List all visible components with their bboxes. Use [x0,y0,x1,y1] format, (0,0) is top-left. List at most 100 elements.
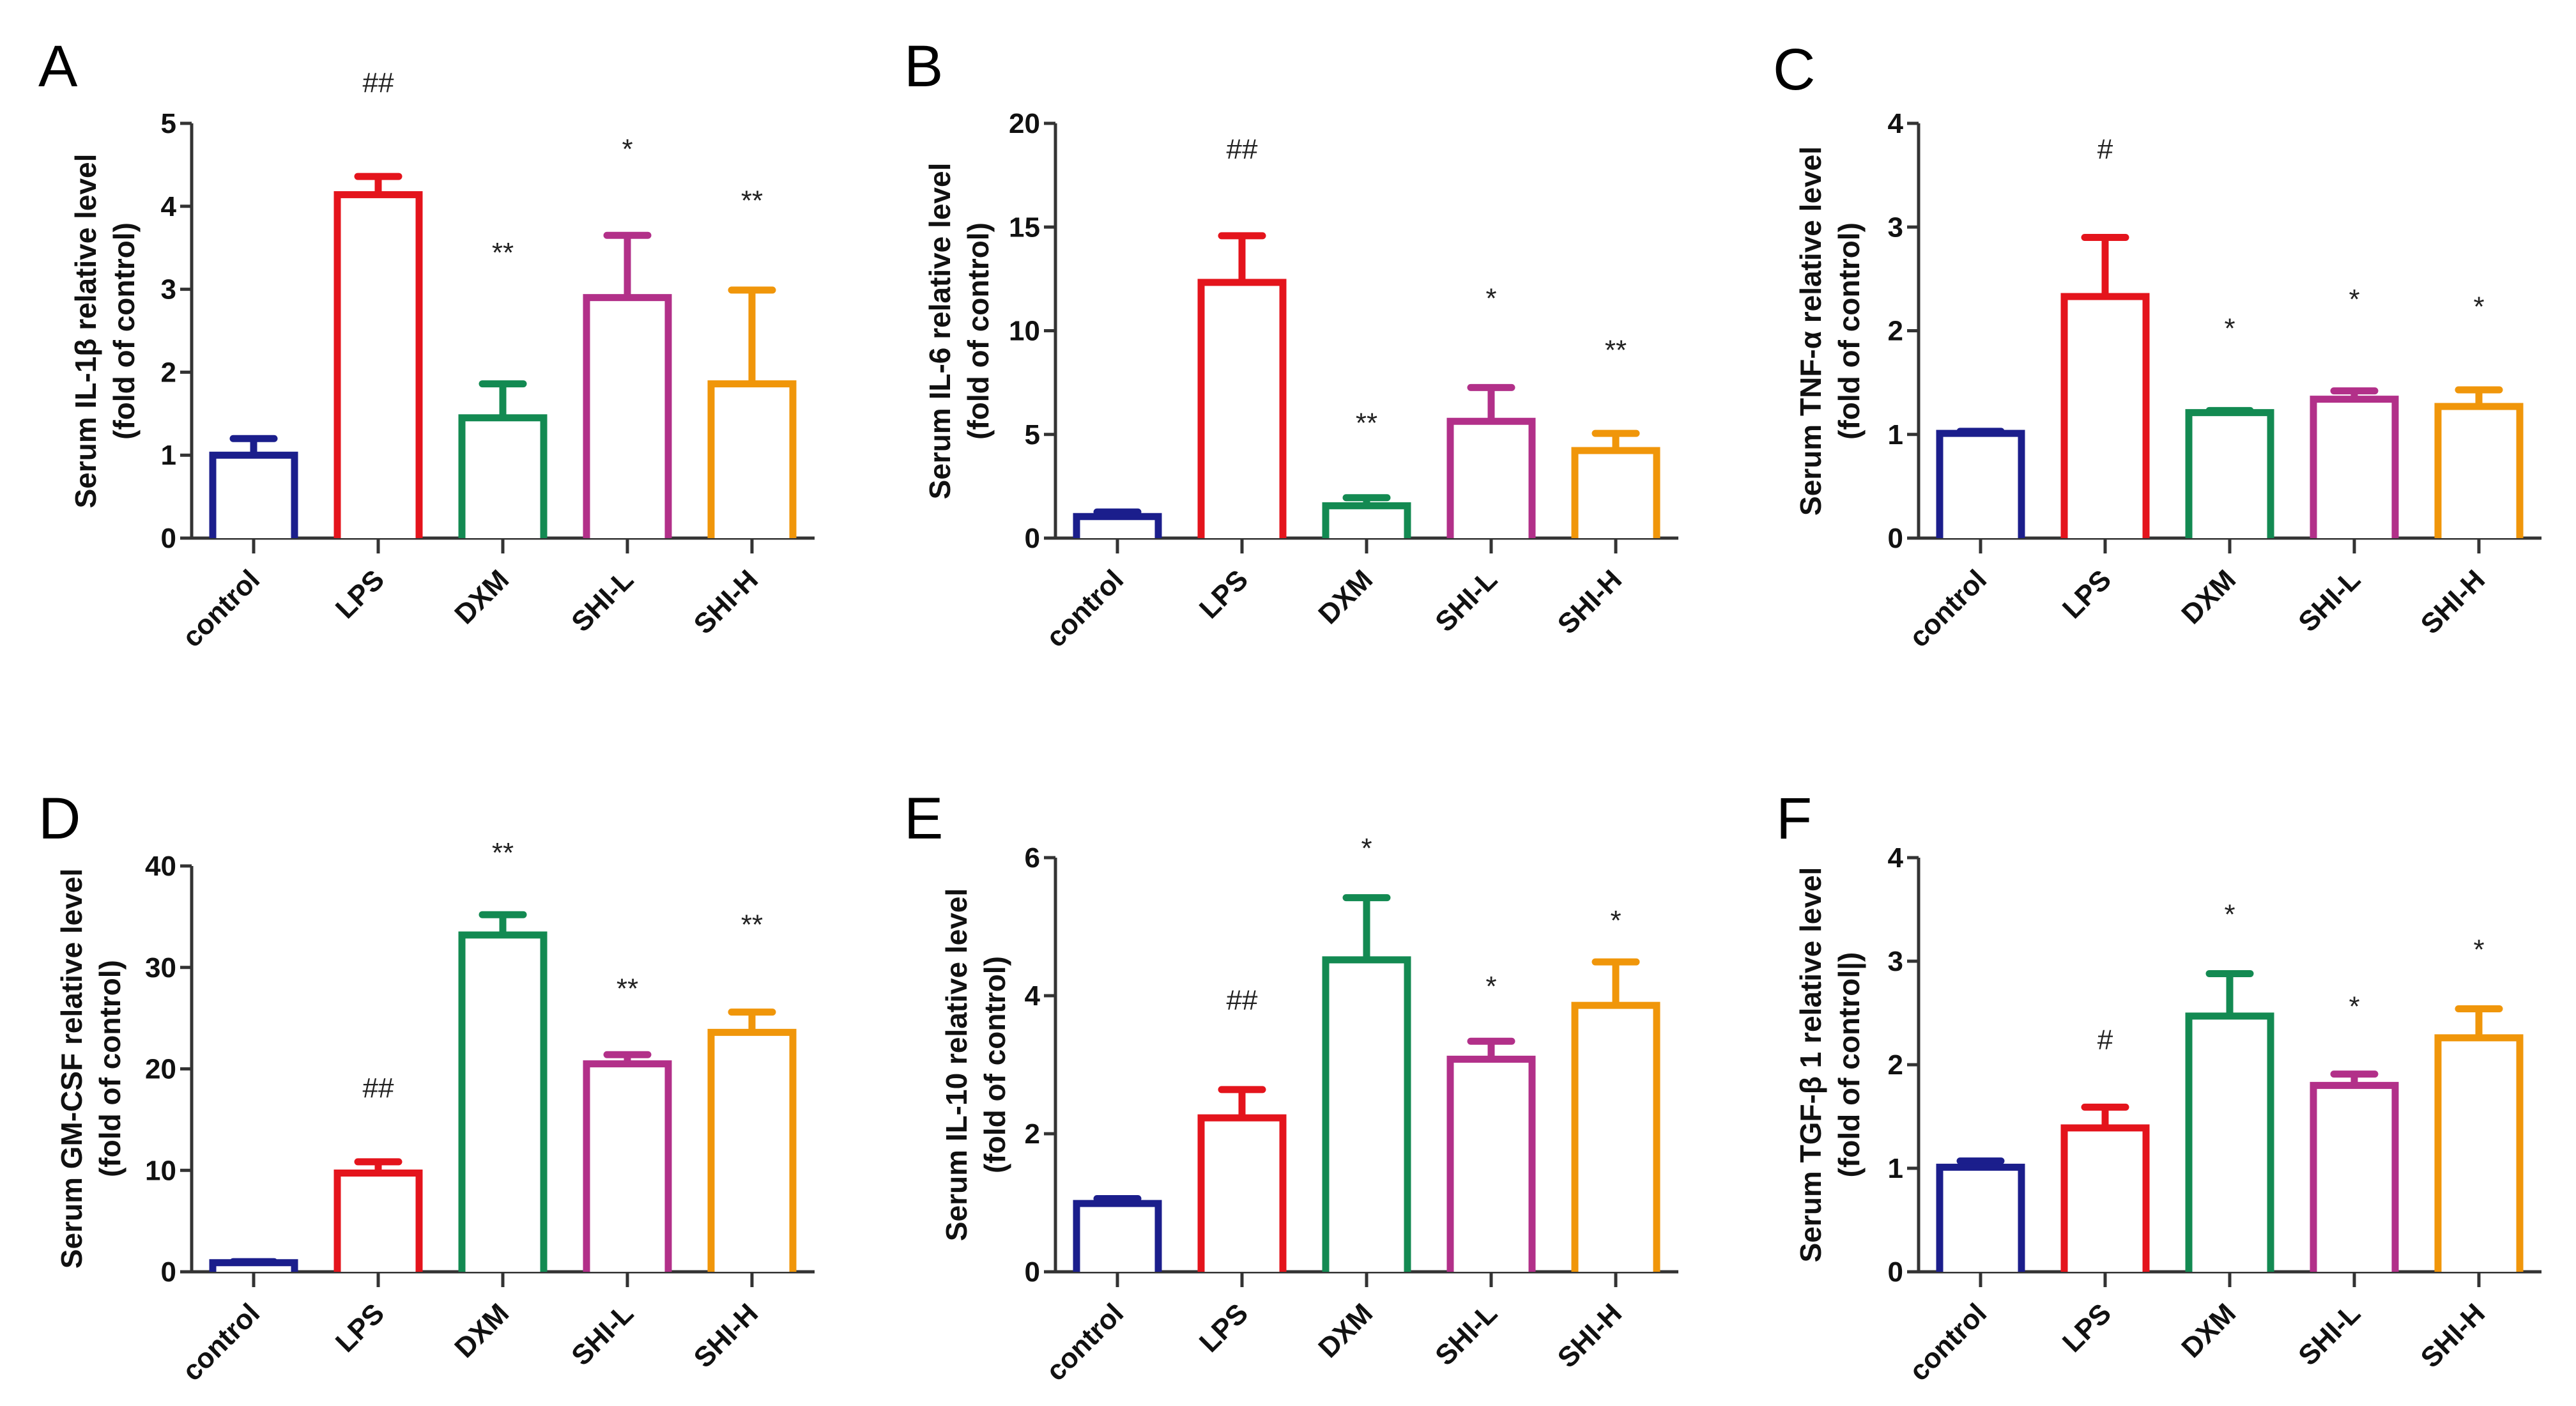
bar-lps [1197,279,1287,538]
y-tick-label: 1 [1888,419,1903,451]
bar-shi-h [1571,447,1660,538]
significance-marker: ## [1227,134,1258,165]
significance-marker: ** [1605,335,1627,366]
x-tick-label: SHI-L [565,564,640,638]
y-axis-label-line2: (fold of control) [978,956,1011,1173]
bar-control [209,451,298,538]
y-axis-label-line2: (fold of control) [93,960,126,1177]
bar-shi-l [583,1060,672,1272]
x-tick-label: LPS [2057,1297,2117,1358]
bar-dxm [2185,1012,2274,1272]
x-tick-label: control [1903,564,1993,653]
significance-marker: ** [617,973,638,1005]
significance-marker: ** [741,909,763,940]
y-axis-label-line1: Serum GM-CSF relative level [55,869,88,1269]
significance-marker: * [2349,284,2359,315]
bar-dxm [458,931,548,1272]
y-axis-label-line2: (fold of control) [962,222,995,440]
y-tick-label: 4 [1888,842,1904,874]
significance-marker: ** [741,185,763,216]
y-tick-label: 4 [1025,980,1041,1012]
x-tick-label: LPS [2057,564,2117,624]
bar-shi-l [1446,417,1536,538]
x-tick-label: DXM [1312,564,1379,630]
x-tick-label: SHI-L [1429,1297,1503,1371]
panel-letter: D [38,786,80,851]
y-axis-label-line2: (fold of control|) [1832,952,1866,1178]
panel-e: E Serum IL-10 relative level (fold of co… [904,786,1678,1387]
panel-b: B Serum IL-6 relative level (fold of con… [904,34,1678,654]
x-tick-label: DXM [2175,564,2242,630]
y-axis-label-line2: (fold of control) [107,222,141,440]
panel-d: D Serum GM-CSF relative level (fold of c… [38,786,815,1387]
x-tick-label: SHI-H [688,1297,764,1373]
y-tick-label: 4 [161,191,177,222]
y-axis-label-line1: Serum TGF-β 1 relative level [1794,867,1827,1263]
panel-f: F Serum TGF-β 1 relative level (fold of … [1776,786,2542,1387]
y-axis-label-line1: Serum TNF-α relative level [1794,146,1827,516]
y-axis-label-line1: Serum IL-6 relative level [923,163,956,500]
x-tick-label: control [176,564,266,653]
bar-shi-h [2434,1034,2524,1272]
bar-control [1936,429,2025,538]
x-tick-label: LPS [1193,1297,1254,1358]
x-tick-label: DXM [1312,1297,1379,1364]
bar-shi-l [1446,1055,1536,1272]
y-tick-label: 6 [1025,842,1040,874]
panel-a: A Serum IL-1β relative level (fold of co… [38,34,815,654]
y-tick-label: 1 [1888,1153,1903,1184]
y-axis-label-line1: Serum IL-1β relative level [69,154,102,509]
x-tick-label: SHI-L [2292,1297,2366,1371]
bar-control [209,1259,298,1272]
significance-marker: ** [492,237,514,268]
y-tick-label: 15 [1009,212,1040,243]
y-tick-label: 20 [145,1054,176,1085]
panel-letter: F [1776,786,1812,851]
x-tick-label: control [1040,564,1130,653]
panel-letter: E [904,786,943,851]
x-tick-label: LPS [330,1297,390,1358]
significance-marker: ## [1227,984,1258,1016]
x-tick-label: SHI-H [1552,1297,1628,1373]
bar-lps [334,191,423,538]
significance-marker: # [2097,1024,2113,1056]
x-tick-label: SHI-H [688,564,764,640]
y-tick-label: 2 [1888,316,1903,347]
x-tick-label: SHI-L [2292,564,2366,638]
y-tick-label: 10 [145,1155,176,1186]
y-axis-label-line2: (fold of control) [1832,222,1866,440]
significance-marker: ## [363,1072,394,1104]
x-tick-label: control [1040,1297,1130,1387]
bar-shi-h [2434,403,2524,538]
y-tick-label: 5 [161,108,176,139]
bar-lps [2060,1124,2150,1272]
significance-marker: # [2097,134,2113,165]
panel-letter: C [1773,37,1815,102]
x-tick-label: SHI-L [1429,564,1503,638]
bar-lps [2060,293,2150,538]
x-tick-label: SHI-L [565,1297,640,1371]
bar-control [1073,1200,1162,1272]
y-tick-label: 0 [1025,1256,1040,1288]
x-tick-label: DXM [2175,1297,2242,1364]
x-tick-label: SHI-H [2415,564,2491,640]
y-tick-label: 0 [1888,523,1903,554]
bar-lps [334,1170,423,1272]
x-tick-label: DXM [448,564,515,630]
y-axis-label-line1: Serum IL-10 relative level [940,888,973,1241]
panel-letter: A [38,34,78,99]
x-tick-label: control [1903,1297,1993,1387]
x-tick-label: DXM [448,1297,515,1364]
panel-c: C Serum TNF-α relative level (fold of co… [1773,37,2542,654]
y-tick-label: 30 [145,952,176,984]
y-tick-label: 2 [1025,1118,1040,1150]
y-tick-label: 20 [1009,108,1040,139]
bar-shi-l [2310,1081,2399,1272]
significance-marker: ** [492,837,514,869]
significance-marker: ** [1356,407,1377,438]
bar-shi-l [583,294,672,538]
bar-shi-h [1571,1001,1660,1272]
y-tick-label: 0 [1025,523,1040,554]
y-tick-label: 4 [1888,108,1904,139]
y-tick-label: 1 [161,440,176,471]
